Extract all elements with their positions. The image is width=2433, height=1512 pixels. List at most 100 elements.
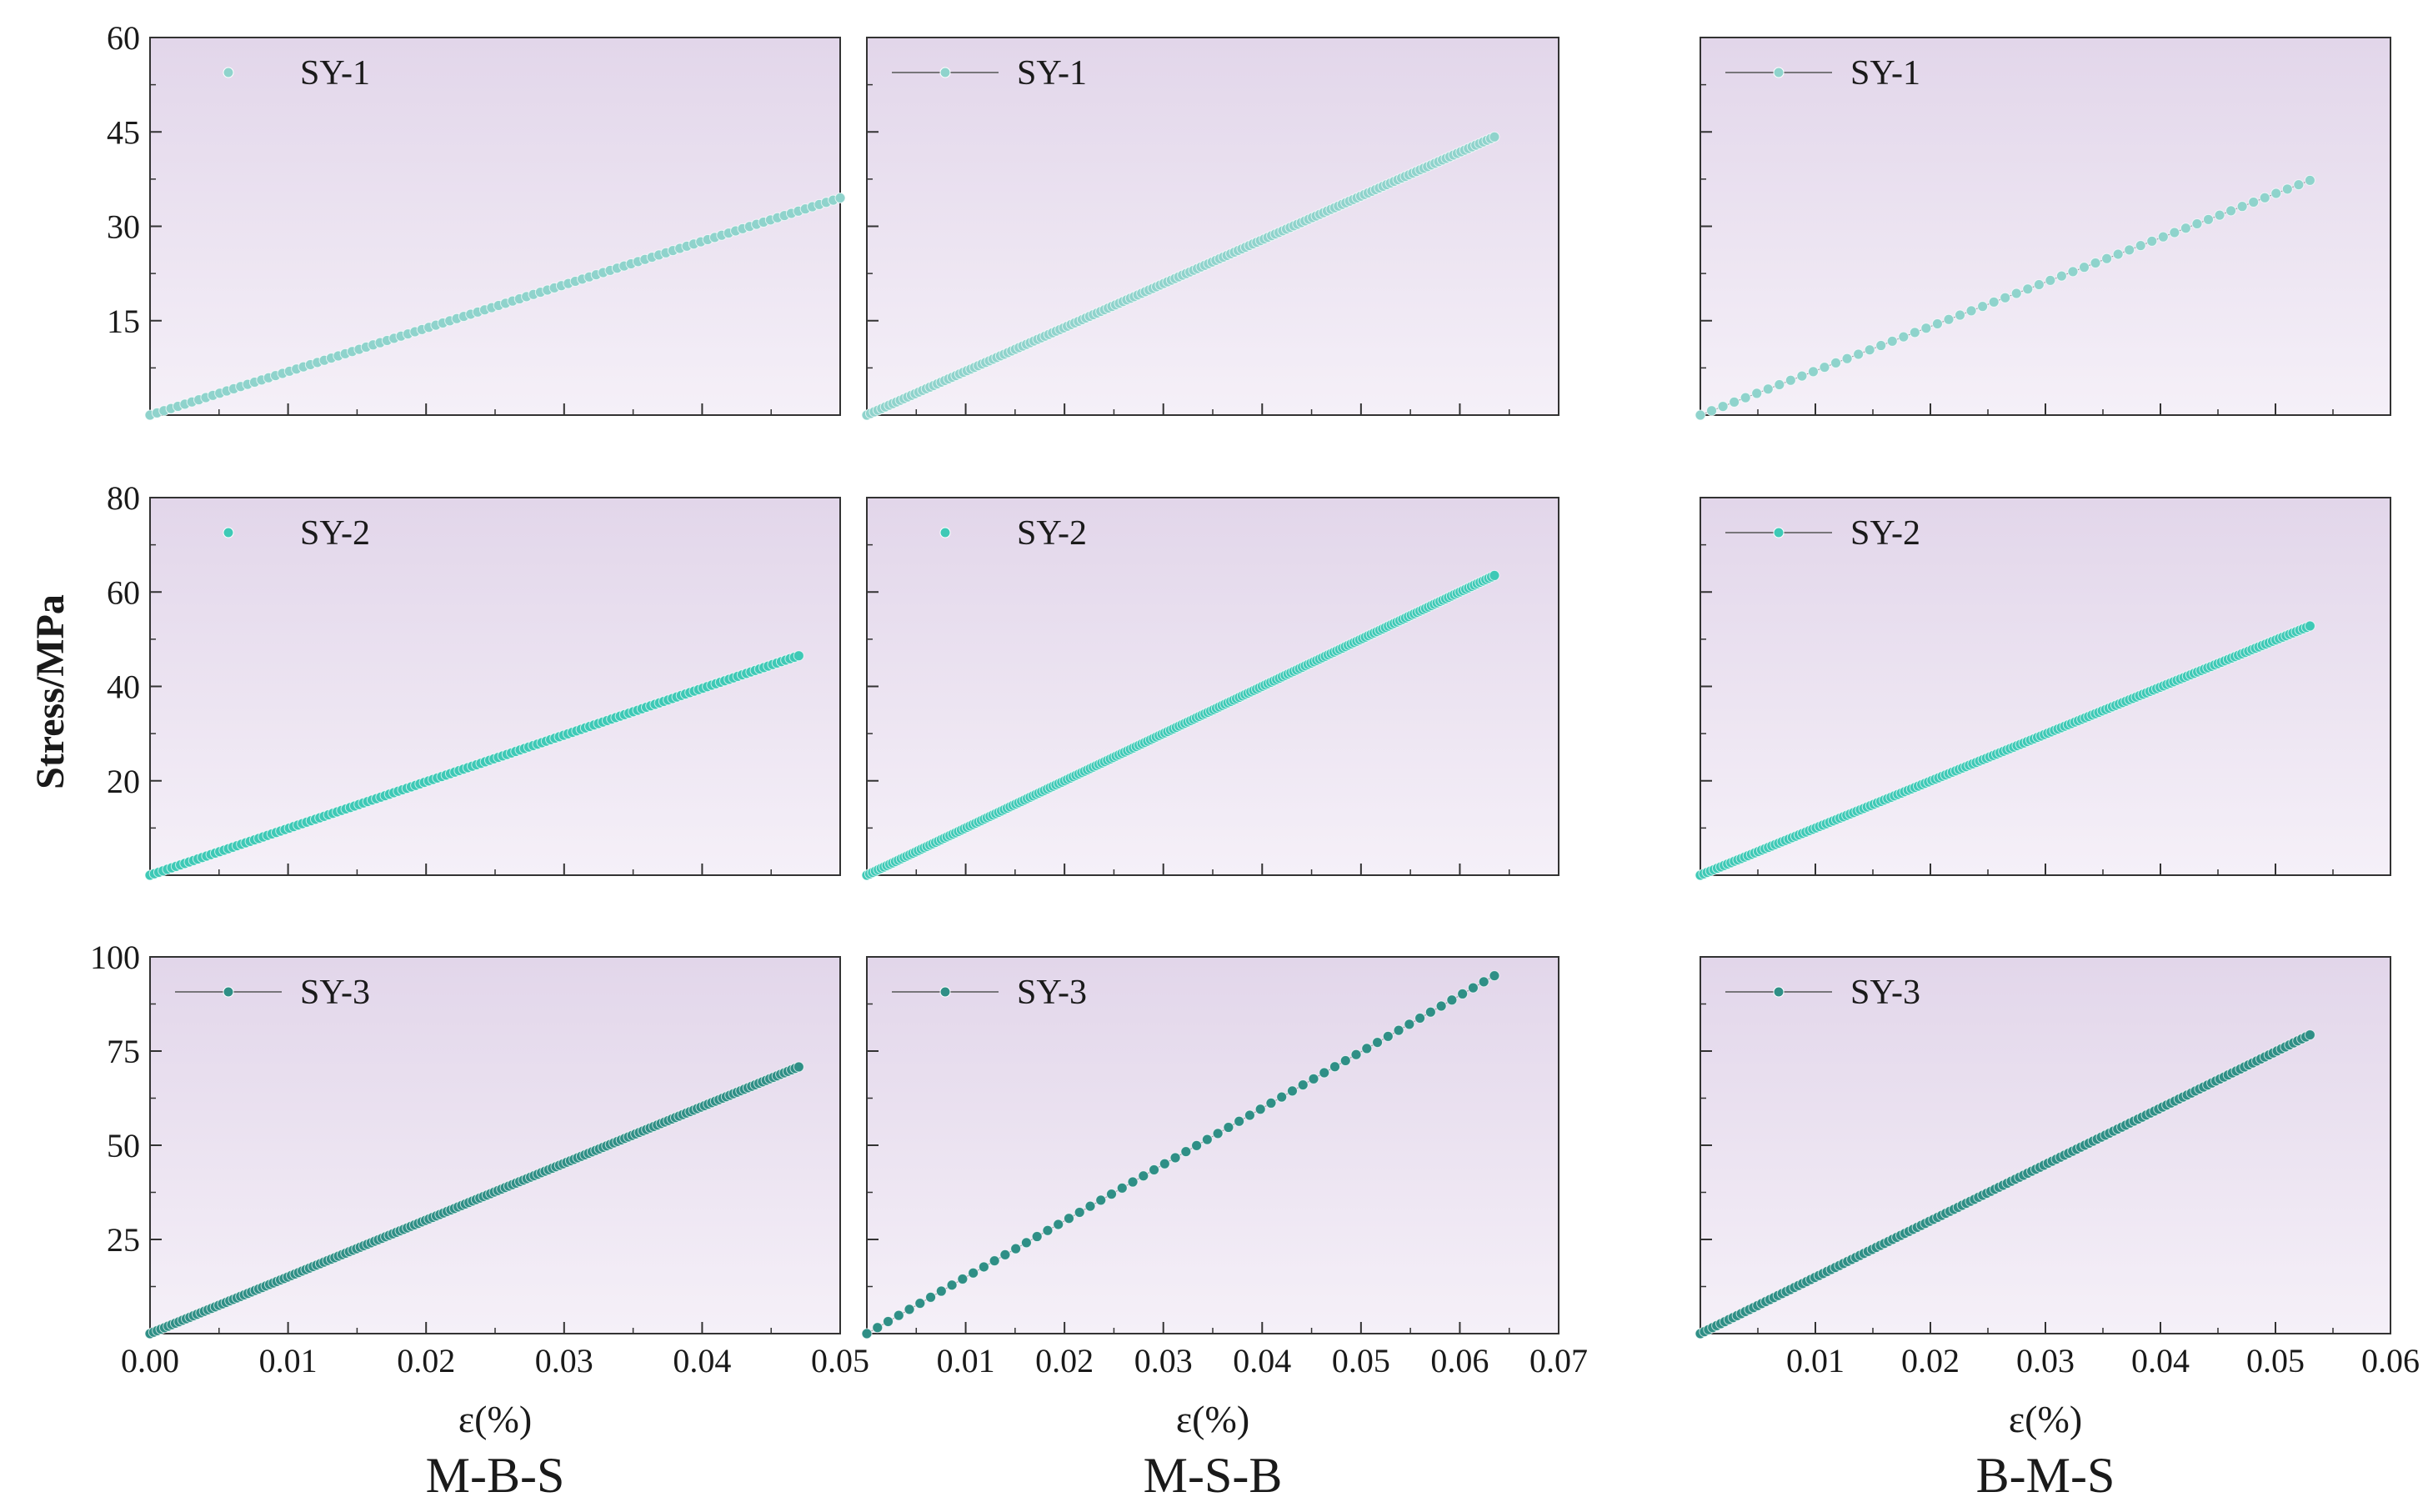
x-tick-label: 0.03 bbox=[535, 1342, 593, 1379]
data-point bbox=[1864, 344, 1875, 356]
x-tick-label: 0.05 bbox=[1332, 1342, 1390, 1379]
legend-marker bbox=[939, 67, 951, 78]
data-point bbox=[1276, 1091, 1288, 1103]
plot-area bbox=[149, 37, 841, 416]
plot-area bbox=[1700, 497, 2391, 876]
data-point bbox=[793, 1061, 804, 1073]
data-point bbox=[2270, 188, 2282, 199]
x-tick-label: 0.06 bbox=[2361, 1342, 2420, 1379]
data-point bbox=[1084, 1200, 1096, 1212]
y-tick-label: 30 bbox=[107, 208, 140, 246]
data-point bbox=[883, 1315, 894, 1327]
data-point bbox=[1042, 1224, 1054, 1236]
legend-label: SY-1 bbox=[300, 54, 370, 93]
data-point bbox=[1329, 1061, 1341, 1073]
data-point bbox=[1807, 366, 1819, 378]
data-point bbox=[935, 1285, 947, 1297]
data-point bbox=[1149, 1164, 1160, 1175]
legend-marker bbox=[223, 67, 234, 78]
y-tick-label: 25 bbox=[107, 1221, 140, 1259]
data-point bbox=[1297, 1079, 1309, 1091]
data-point bbox=[1404, 1019, 1415, 1030]
data-point bbox=[1286, 1085, 1298, 1097]
data-point bbox=[2090, 257, 2101, 268]
data-point bbox=[2169, 227, 2180, 238]
legend-label: SY-3 bbox=[1017, 974, 1087, 1012]
data-point bbox=[946, 1279, 958, 1291]
data-point bbox=[1319, 1067, 1330, 1079]
legend-marker bbox=[939, 986, 951, 998]
data-point bbox=[1095, 1194, 1107, 1206]
data-point bbox=[1180, 1146, 1192, 1158]
data-point bbox=[1965, 305, 1977, 317]
data-point bbox=[1943, 313, 1955, 325]
x-tick-label: 0.01 bbox=[259, 1342, 318, 1379]
column-title: M-B-S bbox=[426, 1448, 565, 1503]
data-point bbox=[2304, 620, 2315, 632]
data-point bbox=[2248, 196, 2260, 208]
data-point bbox=[2112, 248, 2124, 260]
data-point bbox=[1201, 1134, 1213, 1145]
y-tick-label: 50 bbox=[107, 1127, 140, 1164]
data-point bbox=[2281, 183, 2293, 195]
panel-r3-c2: 0.01 0.02 0.03 0.04 0.05 0.06 0.07 SY-3 bbox=[861, 956, 1588, 1379]
data-point bbox=[957, 1273, 969, 1284]
y-tick-label: 80 bbox=[107, 479, 140, 517]
legend-label: SY-1 bbox=[1850, 54, 1920, 93]
data-point bbox=[1830, 357, 1842, 368]
x-tick-label: 0.07 bbox=[1529, 1342, 1588, 1379]
data-point bbox=[1234, 1115, 1245, 1127]
data-point bbox=[1106, 1189, 1118, 1200]
data-point bbox=[999, 1249, 1011, 1260]
panel-r1-c3: SY-1 bbox=[1695, 37, 2391, 421]
data-point bbox=[2259, 192, 2270, 203]
legend-marker bbox=[1773, 986, 1785, 998]
legend-marker bbox=[939, 527, 951, 538]
y-tick-label: 20 bbox=[107, 763, 140, 800]
plot-area bbox=[1700, 956, 2391, 1334]
x-tick-label: 0.03 bbox=[2016, 1342, 2075, 1379]
x-tick-label: 0.04 bbox=[673, 1342, 731, 1379]
data-point bbox=[1254, 1104, 1266, 1115]
plot-area bbox=[866, 37, 1559, 416]
data-point bbox=[1138, 1170, 1149, 1182]
data-point bbox=[2067, 266, 2079, 278]
legend-label: SY-3 bbox=[300, 974, 370, 1012]
data-point bbox=[1774, 378, 1785, 390]
data-point bbox=[1339, 1054, 1351, 1066]
data-point bbox=[2304, 174, 2315, 186]
x-tick-label: 0.01 bbox=[1786, 1342, 1845, 1379]
data-point bbox=[904, 1304, 915, 1315]
data-point bbox=[872, 1322, 884, 1334]
legend-label: SY-3 bbox=[1850, 974, 1920, 1012]
column-title: B-M-S bbox=[1976, 1448, 2115, 1503]
data-point bbox=[2000, 292, 2011, 303]
panel-r2-c3: SY-2 bbox=[1695, 497, 2391, 881]
data-point bbox=[914, 1298, 926, 1309]
data-point bbox=[1931, 318, 1943, 329]
data-point bbox=[1074, 1206, 1085, 1218]
data-point bbox=[2146, 235, 2158, 247]
panel-r1-c1: 60 45 30 15 SY-1 bbox=[107, 19, 846, 421]
panel-r2-c1: 80 60 40 20 SY-2 bbox=[107, 479, 841, 881]
data-point bbox=[1729, 396, 1740, 408]
data-point bbox=[793, 650, 804, 662]
legend-marker bbox=[223, 986, 234, 998]
x-tick-label: 0.01 bbox=[937, 1342, 995, 1379]
data-point bbox=[925, 1291, 937, 1303]
y-tick-label: 60 bbox=[107, 19, 140, 57]
data-point bbox=[1977, 301, 1989, 313]
data-point bbox=[989, 1255, 1000, 1267]
data-point bbox=[1393, 1024, 1404, 1036]
data-point bbox=[2135, 240, 2146, 252]
data-point bbox=[1955, 309, 1966, 321]
y-tick-label: 75 bbox=[107, 1033, 140, 1070]
data-point bbox=[1020, 1237, 1032, 1249]
x-axis-label: ε(%) bbox=[1176, 1398, 1249, 1440]
data-point bbox=[1717, 401, 1729, 413]
data-point bbox=[1853, 348, 1865, 360]
data-point bbox=[1988, 296, 2000, 308]
data-point bbox=[1031, 1231, 1043, 1243]
data-point bbox=[1819, 362, 1830, 373]
data-point bbox=[1053, 1219, 1064, 1230]
